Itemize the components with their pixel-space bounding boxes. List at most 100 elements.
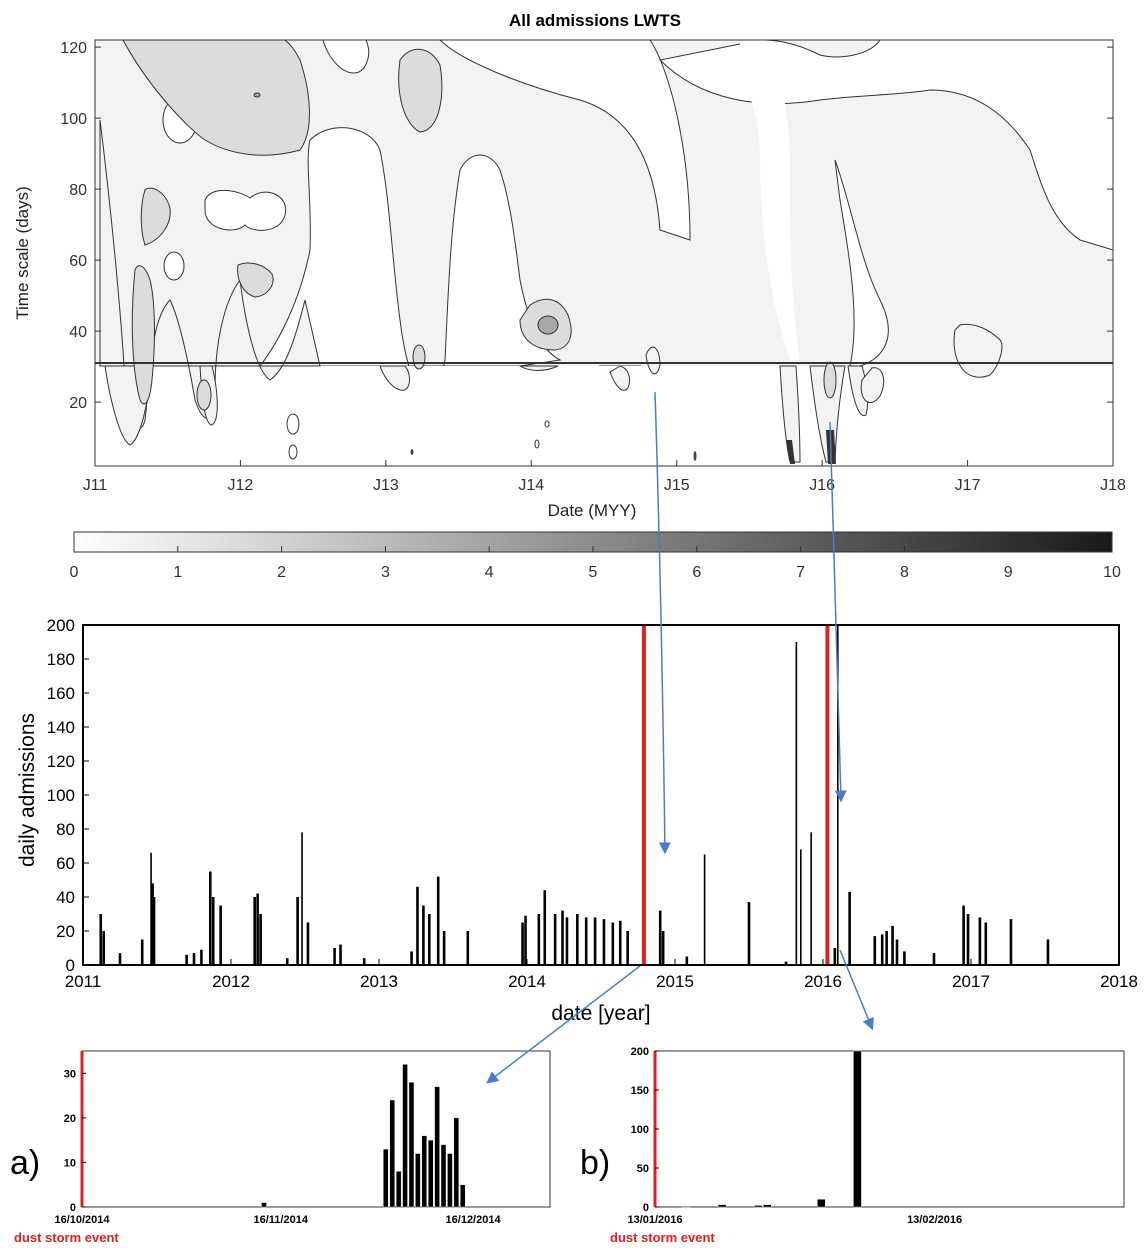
admission-bar bbox=[685, 956, 689, 965]
panel-a: a) 0 10 20 30 16/10/2014 16/11/2014 16/12/201… bbox=[10, 1050, 551, 1245]
connector-arrows bbox=[486, 391, 874, 1084]
admissions-x-tick-label: 2016 bbox=[804, 972, 842, 991]
admissions-x-tick-label: 2012 bbox=[212, 972, 250, 991]
admission-bar bbox=[966, 914, 970, 965]
contour-level-2 bbox=[140, 187, 171, 246]
admission-bar bbox=[339, 944, 342, 965]
panel-a-label: a) bbox=[10, 1144, 40, 1182]
contour-level-2 bbox=[398, 48, 443, 133]
admission-bar bbox=[537, 914, 541, 965]
colorbar-tick-label: 3 bbox=[381, 564, 390, 581]
contour-hole bbox=[288, 444, 298, 460]
contour-gap bbox=[322, 39, 370, 74]
admissions-y-tick-label: 200 bbox=[47, 616, 75, 635]
admission-bar bbox=[848, 891, 851, 965]
admission-bar bbox=[891, 925, 894, 965]
admission-bar bbox=[185, 954, 188, 965]
panel-a-bar bbox=[402, 1064, 408, 1208]
arrow-wavelet-to-2016 bbox=[829, 421, 847, 803]
admission-bar bbox=[192, 953, 196, 965]
admission-bar bbox=[626, 931, 629, 965]
wavelet-x-ticks: J11 J12 J13 J14 J15 J16 J17 J18 bbox=[83, 460, 1126, 494]
admission-bar bbox=[521, 922, 524, 965]
panel-b-y-tick-label: 0 bbox=[643, 1202, 649, 1214]
admission-bar bbox=[428, 914, 431, 965]
admission-bar bbox=[524, 915, 527, 965]
admission-bar bbox=[219, 905, 222, 965]
admission-bar bbox=[200, 949, 203, 965]
colorbar-tick-label: 4 bbox=[485, 564, 494, 581]
wavelet-x-tick-label: J15 bbox=[664, 477, 690, 494]
wavelet-y-tick-label: 60 bbox=[69, 253, 87, 270]
admission-bar bbox=[362, 958, 366, 965]
contour-level-1 bbox=[518, 365, 559, 371]
contour-level-1 bbox=[779, 365, 801, 463]
admission-bar bbox=[150, 852, 152, 965]
contour-level-4 bbox=[253, 92, 261, 98]
panel-b-bar bbox=[717, 1204, 727, 1208]
admissions-y-tick-label: 100 bbox=[47, 786, 75, 805]
panel-b-y-ticks: 0 50 100 150 200 bbox=[631, 1046, 659, 1214]
panel-a-bar bbox=[415, 1153, 421, 1208]
panel-a-bar bbox=[447, 1153, 453, 1208]
wavelet-y-label: Time scale (days) bbox=[13, 186, 32, 320]
admission-bar bbox=[810, 832, 812, 965]
admissions-x-tick-label: 2017 bbox=[952, 972, 990, 991]
panel-b-bar bbox=[681, 1206, 691, 1208]
admission-bar bbox=[208, 871, 212, 965]
admissions-x-ticks: 2011 2012 2013 2014 2015 2016 2017 2018 bbox=[65, 959, 1138, 991]
admissions-x-tick-label: 2015 bbox=[656, 972, 694, 991]
panel-a-bar bbox=[460, 1184, 466, 1208]
panel-a-x-tick-label: 16/12/2014 bbox=[446, 1214, 502, 1226]
admissions-x-tick-label: 2011 bbox=[65, 972, 102, 991]
admission-bar bbox=[593, 917, 597, 965]
contour-level-2 bbox=[237, 262, 274, 298]
admission-bar bbox=[422, 905, 425, 965]
contour-speck bbox=[410, 449, 414, 455]
admission-bar bbox=[661, 931, 665, 965]
contour-level-2 bbox=[196, 379, 212, 411]
contour-hole bbox=[204, 189, 287, 231]
panel-a-bar bbox=[261, 1202, 267, 1208]
panel-b-y-tick-label: 150 bbox=[631, 1085, 649, 1097]
colorbar-tick-label: 6 bbox=[692, 564, 701, 581]
colorbar-tick-label: 9 bbox=[1004, 564, 1013, 581]
admission-bar bbox=[306, 922, 310, 965]
admission-bar bbox=[253, 897, 256, 965]
colorbar-tick-label: 10 bbox=[1103, 564, 1121, 581]
contour-level-2 bbox=[823, 361, 837, 399]
admission-bar bbox=[256, 893, 259, 965]
panel-a-bar bbox=[453, 1117, 460, 1208]
admissions-y-tick-label: 80 bbox=[56, 820, 75, 839]
admission-bar bbox=[576, 914, 579, 965]
admission-bar bbox=[962, 905, 965, 965]
wavelet-x-tick-label: J14 bbox=[518, 477, 544, 494]
contour-level-1 bbox=[379, 365, 410, 391]
admission-bar bbox=[296, 897, 299, 965]
colorbar-tick-label: 5 bbox=[589, 564, 598, 581]
panel-a-bar bbox=[440, 1144, 447, 1208]
admissions-bars bbox=[99, 625, 1050, 965]
admission-bar bbox=[259, 914, 262, 965]
admissions-y-tick-label: 120 bbox=[47, 752, 75, 771]
panel-b-bar bbox=[853, 1050, 862, 1208]
wavelet-title: All admissions LWTS bbox=[509, 11, 681, 30]
wavelet-y-tick-label: 80 bbox=[69, 182, 87, 199]
panel-b-y-tick-label: 100 bbox=[631, 1124, 649, 1136]
admission-bar bbox=[301, 832, 303, 965]
panel-b-bar bbox=[763, 1204, 772, 1208]
panel-b-bars bbox=[681, 1050, 862, 1208]
admission-bar bbox=[903, 951, 906, 965]
panel-b-x-tick-label: 13/02/2016 bbox=[907, 1214, 962, 1226]
admissions-y-ticks: 0 20 40 60 80 100 120 140 160 180 200 bbox=[47, 616, 89, 975]
contour-level-2 bbox=[122, 39, 310, 156]
panel-a-bar bbox=[383, 1148, 389, 1208]
panel-a-bar bbox=[427, 1139, 434, 1208]
admission-bar bbox=[885, 931, 888, 965]
admissions-y-tick-label: 160 bbox=[47, 684, 75, 703]
contour-level-2 bbox=[131, 265, 155, 405]
contour-hole bbox=[544, 420, 550, 428]
panel-a-bars bbox=[261, 1064, 466, 1208]
colorbar-tick-label: 2 bbox=[277, 564, 286, 581]
